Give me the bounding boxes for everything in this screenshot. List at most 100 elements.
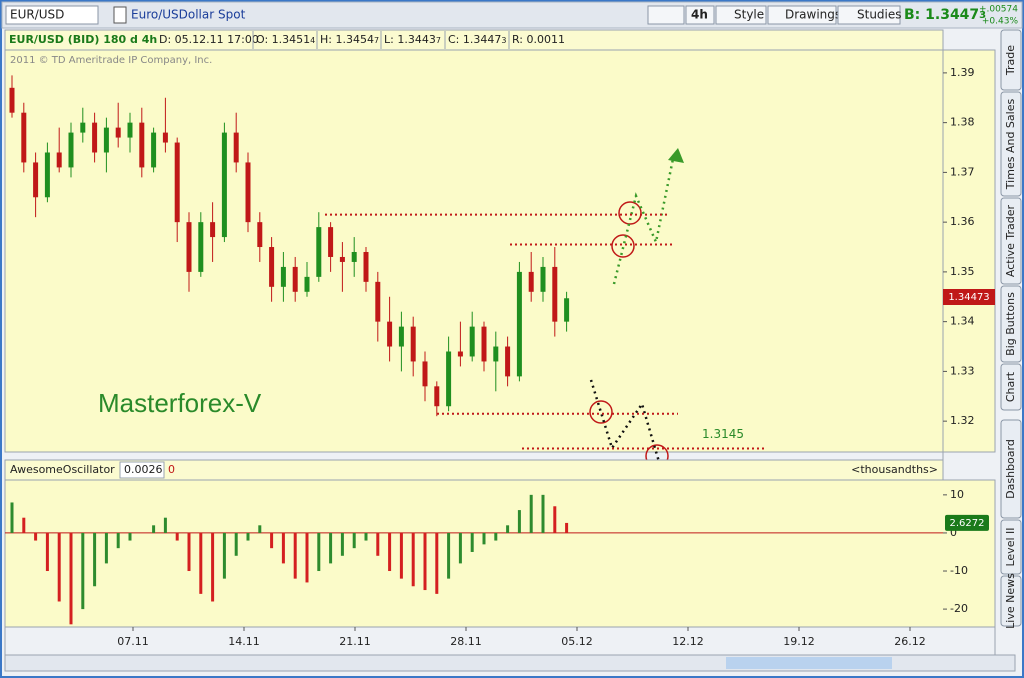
osc-bar: [152, 525, 156, 533]
osc-title: AwesomeOscillator: [10, 463, 115, 476]
candle-body: [127, 122, 133, 138]
timeframe-button[interactable]: [685, 5, 715, 25]
osc-bar: [517, 510, 521, 533]
side-tab[interactable]: [1000, 29, 1022, 91]
chart-title: EUR/USD (BID) 180 d 4h: [9, 33, 157, 46]
toolbar-buttons: 4h Style Drawings Studies: [647, 5, 902, 25]
arrow-up: [612, 153, 676, 285]
price-panel: [4, 49, 996, 453]
side-tab[interactable]: [1000, 91, 1022, 197]
candle-body: [481, 326, 487, 362]
header-field: L: 1.34437: [384, 33, 441, 46]
candle-body: [68, 132, 74, 168]
candle-body: [151, 132, 157, 168]
osc-bar: [482, 532, 486, 545]
circle: [611, 234, 635, 258]
icon[interactable]: [113, 6, 127, 24]
side-tab[interactable]: [1000, 419, 1022, 519]
y-tick-label: 1.33: [950, 364, 975, 377]
osc-bar: [388, 532, 392, 572]
osc-bar: [376, 532, 380, 556]
osc-offset: 0: [168, 463, 175, 476]
side-tab[interactable]: [1000, 285, 1022, 363]
osc-bar: [411, 532, 415, 587]
side-tab-label: Dashboard: [1004, 439, 1017, 499]
candle-body: [257, 222, 263, 248]
symbol-box[interactable]: [5, 5, 99, 25]
candle-body: [186, 222, 192, 272]
candle-body: [363, 251, 369, 282]
osc-bar: [305, 532, 309, 583]
field-sub: 4: [310, 36, 315, 45]
osc-bar: [22, 517, 26, 533]
candle-body: [316, 227, 322, 277]
symbol: EUR/USD: [10, 8, 64, 22]
side-tab[interactable]: [1000, 363, 1022, 411]
header-field: C: 1.34473: [448, 33, 506, 46]
candle-body: [280, 266, 286, 287]
price-tag: [943, 289, 995, 305]
osc-bar: [423, 532, 427, 591]
arrow-down: [589, 379, 674, 507]
side-tab[interactable]: [1000, 197, 1022, 285]
tool-button[interactable]: [647, 5, 685, 25]
scroll-thumb[interactable]: [726, 657, 892, 669]
candle-body: [375, 281, 381, 322]
candle-body: [33, 162, 39, 198]
bid-price: B: 1.34473: [904, 7, 986, 23]
x-tick-label: 12.12: [672, 635, 704, 648]
drawings-button[interactable]: [767, 5, 837, 25]
candle-body: [269, 247, 275, 287]
osc-bar: [246, 532, 250, 541]
y-tick-label: 1.37: [950, 165, 975, 178]
osc-bar: [340, 532, 344, 556]
candle-body: [103, 127, 109, 153]
header-fields: O: 1.34514 H: 1.34547 L: 1.34437 C: 1.34473…: [252, 31, 565, 49]
candle-body: [552, 266, 558, 322]
change-pct: +0.43%: [982, 17, 1019, 27]
x-tick-label: 14.11: [228, 635, 260, 648]
y-tick-label: 1.36: [950, 215, 975, 228]
candle-body: [80, 122, 86, 133]
candle-body: [174, 142, 180, 223]
y-tick-label: 1.39: [950, 66, 975, 79]
side-tab-label: Big Buttons: [1004, 292, 1017, 356]
studies-button[interactable]: [837, 5, 901, 25]
side-tab[interactable]: [1000, 575, 1022, 627]
candle-body: [505, 346, 511, 377]
osc-bar: [494, 532, 498, 541]
description: Euro/USDollar Spot: [131, 8, 246, 22]
style-button[interactable]: [715, 5, 767, 25]
y-tick-label: 1.35: [950, 265, 975, 278]
osc-bar: [199, 532, 203, 594]
time-axis: [4, 626, 996, 656]
x-tick-label: 05.12: [561, 635, 593, 648]
field-sub: 3: [501, 36, 506, 45]
x-tick-label: 21.11: [339, 635, 371, 648]
annotation: Masterforex-V: [98, 388, 262, 418]
candle-body: [434, 386, 440, 407]
candle-body: [351, 251, 357, 262]
osc-bar: [506, 525, 510, 533]
osc-bar: [34, 532, 38, 541]
x-tick-label: 28.11: [450, 635, 482, 648]
candle-body: [92, 122, 98, 153]
candle-body: [540, 266, 546, 292]
y-tick-label: -10: [950, 564, 968, 577]
candle-body: [457, 351, 463, 357]
side-tab-label: Live News: [1004, 573, 1017, 629]
field-main: H: 1.3454: [320, 33, 374, 46]
candle-body: [528, 271, 534, 292]
side-tab[interactable]: [1000, 519, 1022, 575]
level-label: 1.3145: [702, 427, 744, 441]
side-tab-label: Active Trader: [1004, 204, 1017, 277]
side-tab-label: Chart: [1004, 371, 1017, 402]
osc-bar: [281, 532, 285, 564]
watermark: 2011 © TD Ameritrade IP Company, Inc.: [10, 55, 212, 66]
header-field: H: 1.34547: [320, 33, 379, 46]
osc-bar: [458, 532, 462, 564]
field-main: R: 0.0011: [512, 33, 565, 46]
y-tick-label: 1.34: [950, 315, 975, 328]
header-field: R: 0.0011: [512, 33, 565, 46]
